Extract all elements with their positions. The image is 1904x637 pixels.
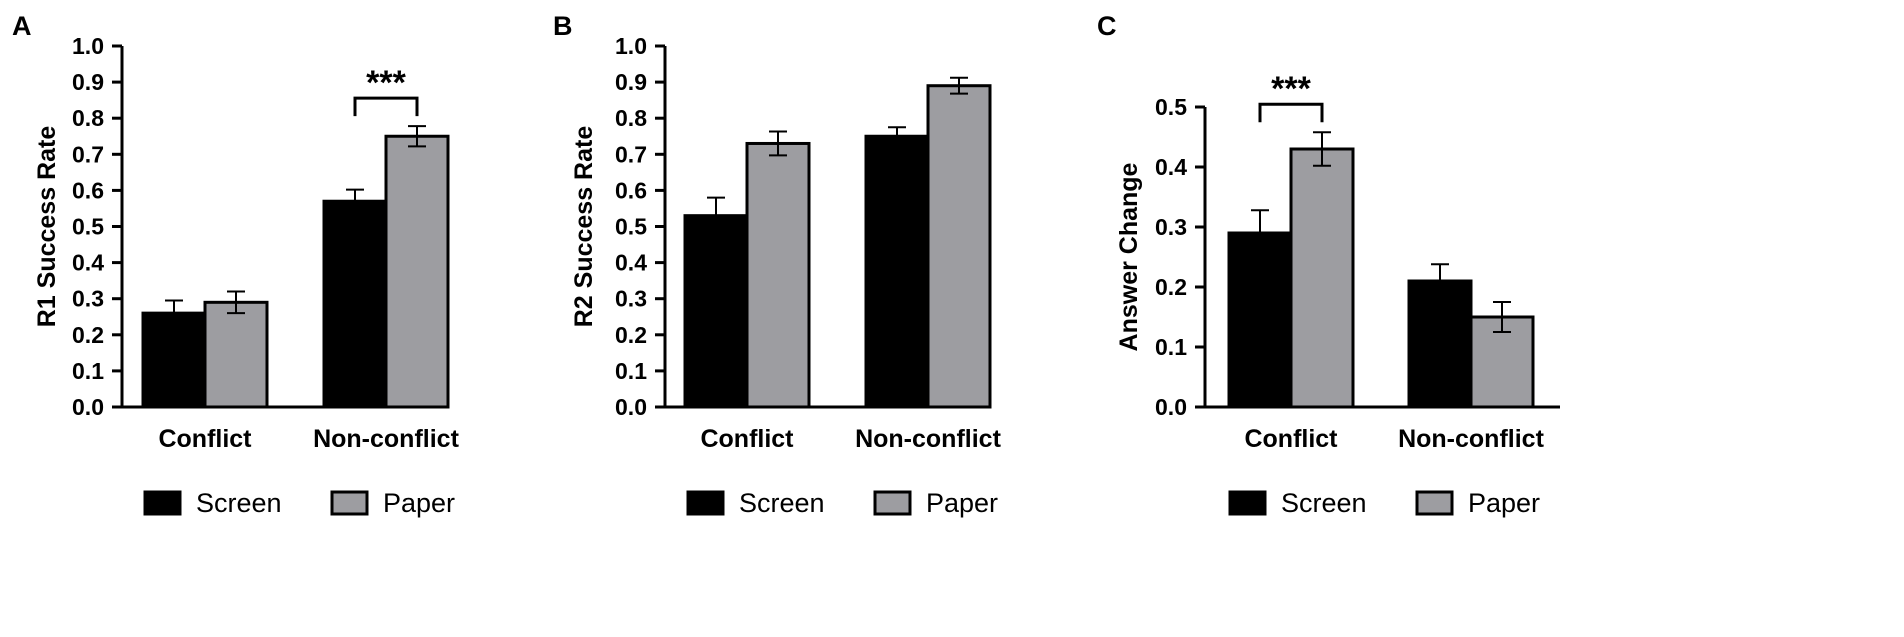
y-tick-label: 0.1 <box>1155 334 1187 360</box>
y-tick-label: 1.0 <box>615 33 647 59</box>
bar-paper-non-conflict <box>384 134 450 409</box>
legend-swatch-paper <box>330 490 369 516</box>
panel-letter: A <box>12 11 32 41</box>
panel-letter: C <box>1097 11 1117 41</box>
bar-paper-conflict <box>1289 147 1355 409</box>
significance-label: *** <box>366 64 406 102</box>
chart-panel-c: C Answer Change 0.0 0.1 0.2 0.3 0.4 0.5 Conflict… <box>1097 11 1560 518</box>
x-category-label: Non-conflict <box>1398 425 1544 453</box>
y-tick-label: 0.2 <box>72 322 104 348</box>
y-tick-label: 0.0 <box>615 394 647 420</box>
bar-paper-non-conflict <box>926 84 992 409</box>
panel-letter: B <box>553 11 573 41</box>
y-tick-label: 0.5 <box>615 214 647 240</box>
y-axis-label: Answer Change <box>1115 162 1143 351</box>
chart-panel-a: A R1 Success Rate 0.0 0.1 0.2 0.3 0.4 0.5 0.6 0.7… <box>12 11 460 518</box>
bar-screen-non-conflict <box>864 134 930 409</box>
legend-label-paper: Paper <box>926 488 998 518</box>
legend-swatch-paper <box>1415 490 1454 516</box>
chart-panel-b: B R2 Success Rate 0.0 0.1 0.2 0.3 0.4 0.5 0.6 0.7… <box>553 11 1002 518</box>
y-tick-label: 0.3 <box>72 286 104 312</box>
legend-swatch-screen <box>1228 490 1267 516</box>
legend-swatch-screen <box>686 490 725 516</box>
x-category-label: Conflict <box>700 425 794 453</box>
y-tick-label: 1.0 <box>72 33 104 59</box>
y-tick-label: 0.3 <box>1155 214 1187 240</box>
legend-label-paper: Paper <box>1468 488 1540 518</box>
y-tick-label: 0.5 <box>72 214 104 240</box>
y-tick-label: 0.7 <box>72 141 104 167</box>
x-category-label: Conflict <box>1244 425 1338 453</box>
significance-bracket <box>353 96 419 117</box>
y-tick-label: 0.8 <box>72 105 104 131</box>
y-tick-label: 0.6 <box>615 177 647 203</box>
legend-label-screen: Screen <box>196 488 282 518</box>
y-tick-label: 0.2 <box>1155 274 1187 300</box>
y-axis-label: R1 Success Rate <box>33 126 61 328</box>
y-tick-label: 0.7 <box>615 141 647 167</box>
y-tick-label: 0.4 <box>72 250 104 276</box>
y-tick-label: 0.0 <box>72 394 104 420</box>
legend-swatch-screen <box>143 490 182 516</box>
x-category-label: Non-conflict <box>313 425 459 453</box>
legend-label-paper: Paper <box>383 488 455 518</box>
bar-paper-conflict <box>745 141 811 409</box>
bar-screen-conflict <box>683 214 749 409</box>
significance-label: *** <box>1271 70 1311 108</box>
y-tick-label: 0.3 <box>615 286 647 312</box>
y-tick-label: 0.1 <box>72 358 104 384</box>
y-tick-label: 0.2 <box>615 322 647 348</box>
x-category-label: Conflict <box>158 425 252 453</box>
legend-swatch-paper <box>873 490 912 516</box>
y-tick-label: 0.9 <box>615 69 647 95</box>
y-tick-label: 0.4 <box>1155 154 1187 180</box>
x-category-label: Non-conflict <box>855 425 1001 453</box>
bar-paper-conflict <box>203 300 269 409</box>
legend-label-screen: Screen <box>1281 488 1367 518</box>
significance-bracket <box>1258 102 1324 123</box>
bar-screen-non-conflict <box>1407 279 1473 409</box>
y-tick-label: 0.8 <box>615 105 647 131</box>
y-tick-label: 0.1 <box>615 358 647 384</box>
y-tick-label: 0.4 <box>615 250 647 276</box>
y-tick-label: 0.0 <box>1155 394 1187 420</box>
bar-screen-non-conflict <box>322 199 388 409</box>
y-tick-label: 0.5 <box>1155 94 1187 120</box>
y-axis-label: R2 Success Rate <box>570 126 598 328</box>
y-tick-label: 0.6 <box>72 177 104 203</box>
y-tick-label: 0.9 <box>72 69 104 95</box>
bar-screen-conflict <box>1227 231 1293 409</box>
bar-screen-conflict <box>141 311 207 409</box>
legend-label-screen: Screen <box>739 488 825 518</box>
